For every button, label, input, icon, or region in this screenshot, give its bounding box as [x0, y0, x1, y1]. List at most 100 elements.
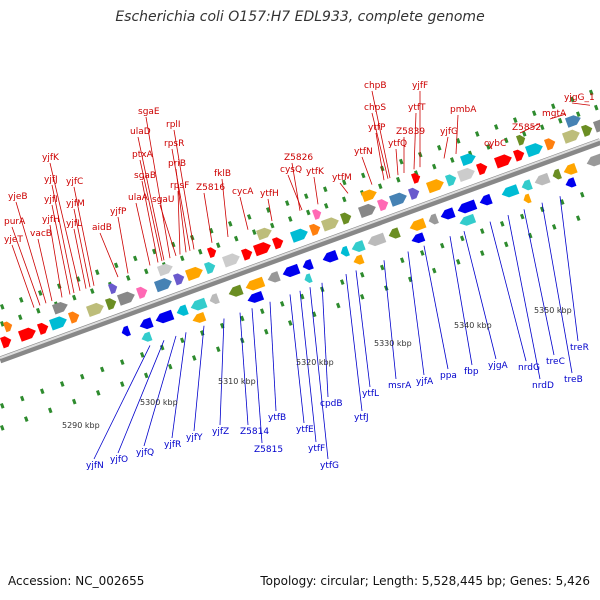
label-leader-lines [11, 90, 591, 460]
feature-dot [95, 269, 100, 276]
feature-dot [151, 248, 157, 255]
feature-dot [324, 203, 329, 209]
reverse-gene-block [388, 227, 401, 239]
feature-dot [570, 96, 575, 103]
feature-dot [576, 215, 581, 222]
forward-gene-block [207, 247, 217, 259]
feature-dot [288, 216, 293, 222]
feature-dot [431, 267, 437, 274]
feature-dot [179, 255, 185, 262]
leader-line [117, 340, 165, 454]
feature-dot [456, 259, 461, 265]
reverse-gene-block [121, 325, 131, 337]
genome-backbone [0, 138, 600, 364]
leader-line [73, 186, 95, 286]
feature-dot [71, 398, 77, 405]
feature-dot [342, 179, 347, 186]
scale-tick-label: 5330 kbp [374, 339, 412, 348]
gene-label-cycA: cycA [232, 187, 254, 197]
feature-dot [48, 407, 53, 414]
forward-gene-block [108, 283, 118, 295]
reverse-gene-block [247, 290, 265, 303]
feature-dot [380, 264, 385, 271]
reverse-gene-block [139, 317, 154, 330]
reverse-gene-block [459, 213, 477, 226]
gene-label-ulaA: ulaA [128, 193, 149, 203]
reverse-gene-block [523, 193, 532, 204]
gene-label-fklB: fklB [214, 169, 231, 179]
leader-line [99, 232, 119, 278]
forward-gene-block [105, 298, 117, 311]
feature-dot [36, 307, 41, 314]
forward-gene-block [525, 143, 543, 158]
feature-dot [580, 191, 585, 198]
feature-dot [159, 344, 165, 351]
feature-dot [0, 320, 5, 327]
forward-gene-block [86, 302, 104, 318]
feature-dot [360, 271, 365, 278]
feature-dot [361, 172, 366, 179]
leader-line [313, 176, 319, 205]
forward-gene-block [37, 322, 49, 335]
gene-label-cybC: cybC [484, 139, 506, 149]
feature-dot [336, 302, 341, 309]
gene-label-ytfE: ytfE [296, 425, 314, 435]
feature-dot [300, 293, 305, 300]
forward-gene-block [457, 167, 475, 183]
feature-dot [168, 363, 173, 370]
gene-label-ytfT: ytfT [408, 103, 426, 113]
leader-line [423, 245, 449, 370]
feature-dot [120, 381, 125, 388]
leader-line [193, 325, 205, 432]
feature-dot [494, 124, 499, 130]
gene-label-sgaE: sgaE [138, 107, 160, 117]
gene-label-ptxA: ptxA [132, 150, 154, 160]
gene-blocks [0, 115, 600, 349]
leader-line [371, 90, 391, 179]
feature-dot [197, 248, 203, 255]
reverse-gene-block [457, 199, 478, 214]
feature-dot [475, 131, 480, 137]
gene-label-chpB: chpB [364, 81, 387, 91]
reverse-gene-block [322, 250, 339, 263]
map-title: Escherichia coli O157:H7 EDL933, complet… [115, 9, 485, 25]
gene-label-ytfJ: ytfJ [354, 413, 369, 423]
feature-dot [440, 242, 445, 249]
reverse-gene-block [428, 213, 439, 225]
forward-gene-block [408, 187, 420, 200]
forward-gene-block [460, 153, 476, 166]
gene-label-yjgG_1: yjgG_1 [564, 93, 595, 103]
gene-label-yjfO: yjfO [110, 455, 128, 465]
gene-label-ytfF: ytfF [308, 444, 325, 454]
gene-label-yjfI: yjfI [44, 195, 58, 205]
feature-dot [395, 176, 401, 183]
feature-dot [513, 117, 518, 123]
feature-dot [552, 224, 557, 230]
feature-dot [437, 144, 442, 151]
feature-dot [20, 395, 25, 402]
gene-label-Z5814: Z5814 [240, 427, 269, 437]
gene-label-yjeT: yjeT [4, 235, 23, 245]
gene-label-yjfA: yjfA [416, 377, 434, 387]
forward-gene-block [154, 278, 172, 293]
leader-line [519, 123, 541, 134]
forward-gene-block [377, 199, 389, 212]
reverse-gene-block [411, 232, 426, 244]
forward-gene-block [204, 262, 216, 275]
feature-dot [139, 352, 145, 358]
leader-line [117, 216, 129, 274]
reverse-gene-block [192, 312, 207, 323]
feature-dot [378, 183, 383, 190]
gene-label-yjfY: yjfY [186, 433, 203, 443]
leader-line [449, 236, 473, 366]
gene-label-nrdG: nrdG [518, 363, 540, 373]
forward-gene-block [494, 154, 512, 169]
leader-line [267, 198, 273, 222]
feature-dot [399, 158, 404, 165]
gene-label-Z5852: Z5852 [512, 123, 541, 133]
gene-label-yjfF: yjfF [412, 81, 428, 91]
reverse-gene-block [155, 309, 175, 324]
leader-line [239, 312, 249, 426]
leader-line [489, 221, 527, 362]
